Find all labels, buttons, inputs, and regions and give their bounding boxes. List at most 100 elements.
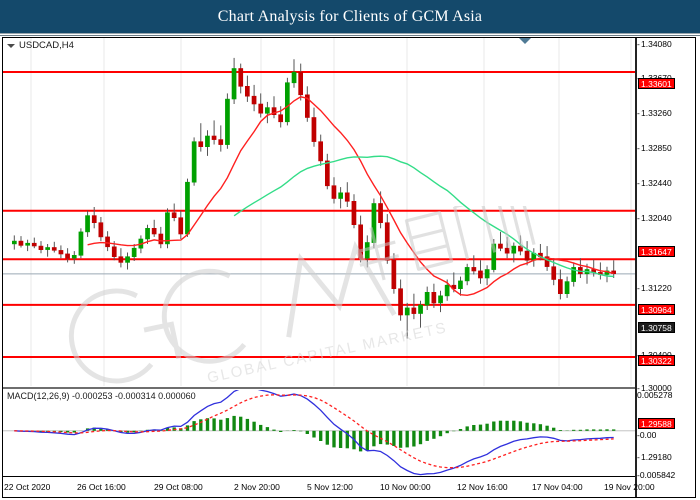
candle-body xyxy=(178,217,184,235)
candle-body xyxy=(551,266,557,280)
ma-fast-line xyxy=(87,96,614,297)
candle-body xyxy=(444,284,450,297)
candle-body xyxy=(238,68,244,87)
candle-body xyxy=(438,295,443,304)
candle-body xyxy=(278,114,284,123)
price-tick-label: 1.32850 xyxy=(641,143,672,153)
candle-body xyxy=(351,201,357,226)
candle-body xyxy=(458,280,463,289)
candle-body xyxy=(211,135,217,140)
candle-body xyxy=(484,269,490,279)
candle-body xyxy=(171,212,177,218)
price-tick: -1.31220 xyxy=(637,283,672,293)
macd-plot xyxy=(3,390,635,476)
price-tick: -1.34080 xyxy=(637,39,672,49)
candle-body xyxy=(471,267,477,272)
level-price-label[interactable]: 1.31647 xyxy=(638,246,675,257)
candle-body xyxy=(524,250,530,261)
candle-body xyxy=(318,141,324,162)
header-banner: Chart Analysis for Clients of GCM Asia xyxy=(0,0,700,33)
price-axis[interactable]: -1.34080-1.336701.33601-1.33260-1.32850-… xyxy=(637,38,695,476)
candle-body xyxy=(378,203,383,224)
macd-bottom-border xyxy=(3,476,635,477)
candle-body xyxy=(105,236,110,248)
candle-body xyxy=(245,85,250,97)
macd-indicator-label: MACD(12,26,9) -0.000253 -0.000314 0.0000… xyxy=(7,391,196,401)
candle-body xyxy=(78,231,84,256)
macd-signal-line xyxy=(14,394,614,469)
time-axis-label: 17 Nov 04:00 xyxy=(532,482,583,492)
candle-body xyxy=(258,103,264,114)
level-price-label[interactable]: 1.30322 xyxy=(638,355,675,366)
candle-body xyxy=(18,240,24,246)
level-price-label[interactable]: 1.29588 xyxy=(638,418,675,429)
price-tick: -1.32850 xyxy=(637,143,672,153)
price-tick-label: 1.31220 xyxy=(641,283,672,293)
price-pane[interactable] xyxy=(3,38,635,386)
candle-body xyxy=(284,82,290,123)
time-axis: 22 Oct 2020 26 Oct 16:00 29 Oct 08:00 2 Nov… xyxy=(2,481,696,497)
candle-body xyxy=(191,141,197,183)
time-axis-label: 26 Oct 16:00 xyxy=(77,482,126,492)
current-price-label[interactable]: 1.30758 xyxy=(638,322,675,333)
candle-body xyxy=(571,267,576,282)
price-tick: -1.32040 xyxy=(637,213,672,223)
candle-body xyxy=(338,192,344,199)
candle-body xyxy=(151,228,157,235)
time-axis-label: 10 Nov 00:00 xyxy=(380,482,431,492)
candle-body xyxy=(384,222,390,261)
macd-tick-label: -0.005842 xyxy=(637,470,676,480)
candle-body xyxy=(205,135,210,147)
candle-body xyxy=(331,185,337,199)
candle-body xyxy=(324,160,330,187)
macd-pane[interactable] xyxy=(3,390,635,476)
candle-body xyxy=(71,255,77,259)
time-axis-label: 2 Nov 20:00 xyxy=(234,482,280,492)
candle-body xyxy=(111,246,117,258)
candle-body xyxy=(65,253,70,259)
candle-body xyxy=(251,95,257,105)
candle-body xyxy=(91,215,97,224)
candle-body xyxy=(45,247,50,250)
price-tick-label: 1.29180 xyxy=(641,452,672,462)
candle-body xyxy=(564,281,570,295)
candle-body xyxy=(118,256,124,263)
chart-top-marker-icon xyxy=(519,38,531,44)
price-tick: -1.32440 xyxy=(637,178,672,188)
macd-tick-label: 0.005278 xyxy=(637,390,673,400)
candle-body xyxy=(404,307,410,316)
chart-frame[interactable]: GLOBAL CAPITAL MARKETS USDCAD,H4 xyxy=(2,37,696,498)
candle-body xyxy=(165,212,170,245)
price-tick-label: 1.34080 xyxy=(641,39,672,49)
candle-body xyxy=(291,71,297,84)
price-tick-label: 1.32440 xyxy=(641,178,672,188)
candle-body xyxy=(304,94,310,118)
time-axis-label: 12 Nov 16:00 xyxy=(457,482,508,492)
axis-separator xyxy=(635,38,637,497)
macd-tick-label: -0.00 xyxy=(637,430,657,440)
chevron-down-icon[interactable] xyxy=(7,43,15,48)
candle-body xyxy=(518,245,523,252)
candlestick-plot xyxy=(3,38,635,386)
symbol-label[interactable]: USDCAD,H4 xyxy=(7,40,74,51)
candle-body xyxy=(231,68,237,100)
candle-body xyxy=(418,304,423,314)
macd-axis: 0.005278 -0.00 -0.005842 xyxy=(637,388,697,480)
level-price-label[interactable]: 1.33601 xyxy=(638,78,675,89)
candle-body xyxy=(158,233,164,245)
header-divider xyxy=(0,33,700,36)
time-axis-label: 29 Oct 08:00 xyxy=(154,482,203,492)
candle-body xyxy=(344,192,350,202)
candle-body xyxy=(358,224,364,259)
candle-body xyxy=(198,141,204,147)
candle-body xyxy=(58,250,64,255)
level-price-label[interactable]: 1.30964 xyxy=(638,304,675,315)
price-tick: -1.33260 xyxy=(637,108,672,118)
candle-body xyxy=(411,307,417,314)
candle-body xyxy=(218,139,224,145)
candle-body xyxy=(51,247,57,251)
candle-body xyxy=(491,243,497,270)
candle-body xyxy=(498,243,503,249)
pane-divider xyxy=(3,387,635,389)
candle-body xyxy=(391,260,397,290)
